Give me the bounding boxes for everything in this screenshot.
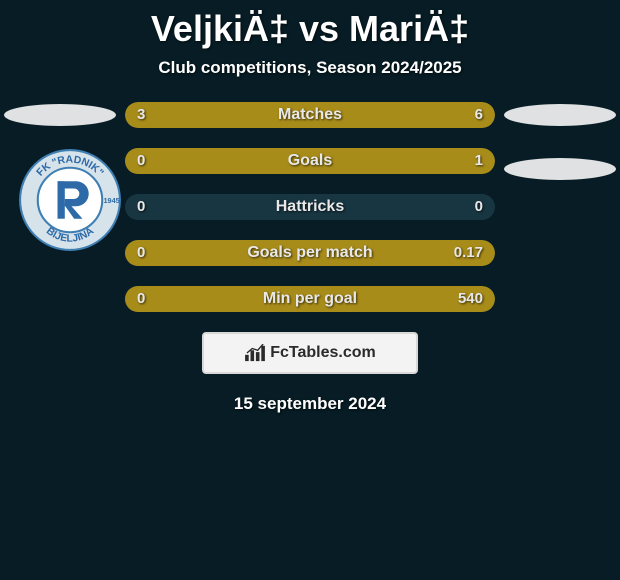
stat-label: Matches	[125, 102, 495, 128]
stat-row: 3Matches6	[125, 102, 495, 128]
club-right-placeholder	[504, 158, 616, 180]
stat-value-right: 0.17	[454, 240, 483, 266]
brand-box[interactable]: FcTables.com	[202, 332, 418, 374]
brand-name: FcTables.com	[270, 344, 376, 362]
stat-label: Min per goal	[125, 286, 495, 312]
stat-label: Hattricks	[125, 194, 495, 220]
stat-row: 0Hattricks0	[125, 194, 495, 220]
stat-value-right: 0	[475, 194, 483, 220]
stat-label: Goals	[125, 148, 495, 174]
stat-value-right: 1	[475, 148, 483, 174]
stat-value-right: 6	[475, 102, 483, 128]
stat-value-right: 540	[458, 286, 483, 312]
page-subtitle: Club competitions, Season 2024/2025	[0, 58, 620, 78]
main-area: FK "RADNIK" BIJELJINA 1945 3Matches60Goa…	[0, 102, 620, 414]
stat-row: 0Goals per match0.17	[125, 240, 495, 266]
bars-icon	[244, 344, 266, 362]
stat-row: 0Goals1	[125, 148, 495, 174]
stat-label: Goals per match	[125, 240, 495, 266]
club-badge-left: FK "RADNIK" BIJELJINA 1945	[18, 148, 122, 252]
date-label: 15 september 2024	[0, 394, 620, 414]
stat-row: 0Min per goal540	[125, 286, 495, 312]
badge-year: 1945	[104, 196, 120, 205]
player-left-placeholder	[4, 104, 116, 126]
page-title: VeljkiÄ‡ vs MariÄ‡	[0, 0, 620, 50]
stats-bars: 3Matches60Goals10Hattricks00Goals per ma…	[125, 102, 495, 312]
player-right-placeholder	[504, 104, 616, 126]
